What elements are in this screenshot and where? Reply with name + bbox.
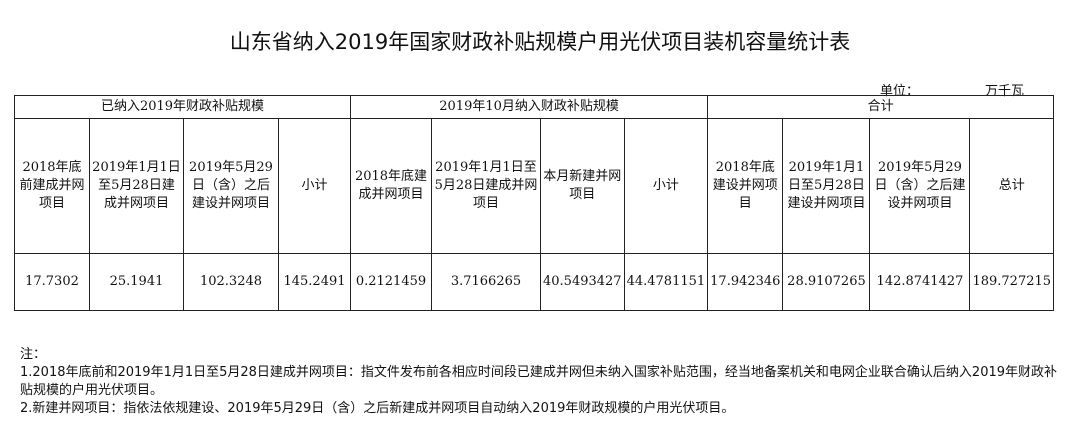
table-cell: 0.2121459 [350, 253, 432, 311]
column-header: 2019年5月29日（含）之后建设并网项目 [183, 118, 279, 254]
column-header: 2019年1月1日至5月28日建设并网项目 [782, 118, 871, 254]
group-header: 合计 [707, 95, 1055, 119]
table-cell: 102.3248 [183, 253, 279, 311]
note-item: 1.2018年底前和2019年1月1日至5月28日建成并网项目：指文件发布前各相… [20, 365, 1058, 398]
column-header-row: 2018年底前建成并网项目 2019年1月1日至5月28日建成并网项目 2019年5… [14, 118, 1055, 254]
table-cell: 17.7302 [14, 253, 90, 311]
table-cell: 17.942346 [707, 253, 784, 311]
table-cell: 28.9107265 [782, 253, 871, 311]
group-header: 2019年10月纳入财政补贴规模 [349, 95, 709, 119]
group-header-row: 已纳入2019年财政补贴规模 2019年10月纳入财政补贴规模 合计 [14, 95, 1055, 119]
column-header: 2019年5月29日（含）之后建设并网项目 [869, 118, 971, 254]
page-title: 山东省纳入2019年国家财政补贴规模户用光伏项目装机容量统计表 [229, 30, 851, 54]
column-header: 2019年1月1日至5月28日建成并网项目 [431, 118, 541, 254]
column-header: 2018年底建设并网项目 [707, 118, 784, 254]
column-header: 小计 [623, 118, 709, 254]
table-row: 17.7302 25.1941 102.3248 145.2491 0.2121459 3… [14, 253, 1055, 311]
group-header: 已纳入2019年财政补贴规模 [14, 95, 351, 119]
column-header: 2019年1月1日至5月28日建成并网项目 [89, 118, 184, 254]
column-header: 2018年底前建成并网项目 [14, 118, 90, 254]
column-header: 2018年底建成并网项目 [350, 118, 432, 254]
notes-heading: 注： [20, 347, 47, 362]
table-cell: 44.4781151 [623, 253, 709, 311]
table-cell: 25.1941 [89, 253, 184, 311]
capacity-table: 已纳入2019年财政补贴规模 2019年10月纳入财政补贴规模 合计 2018年… [14, 95, 1055, 311]
column-header: 小计 [278, 118, 351, 254]
table-cell: 40.5493427 [540, 253, 625, 311]
column-header: 本月新建并网项目 [540, 118, 625, 254]
table-cell: 3.7166265 [431, 253, 541, 311]
table-cell: 189.727215 [969, 253, 1055, 311]
column-header: 总计 [969, 118, 1055, 254]
table-cell: 142.8741427 [869, 253, 971, 311]
notes: 注： 1.2018年底前和2019年1月1日至5月28日建成并网项目：指文件发布… [20, 346, 1060, 418]
note-item: 2.新建并网项目：指依法依规建设、2019年5月29日（含）之后新建成并网项目自… [20, 401, 735, 416]
table-cell: 145.2491 [278, 253, 351, 311]
